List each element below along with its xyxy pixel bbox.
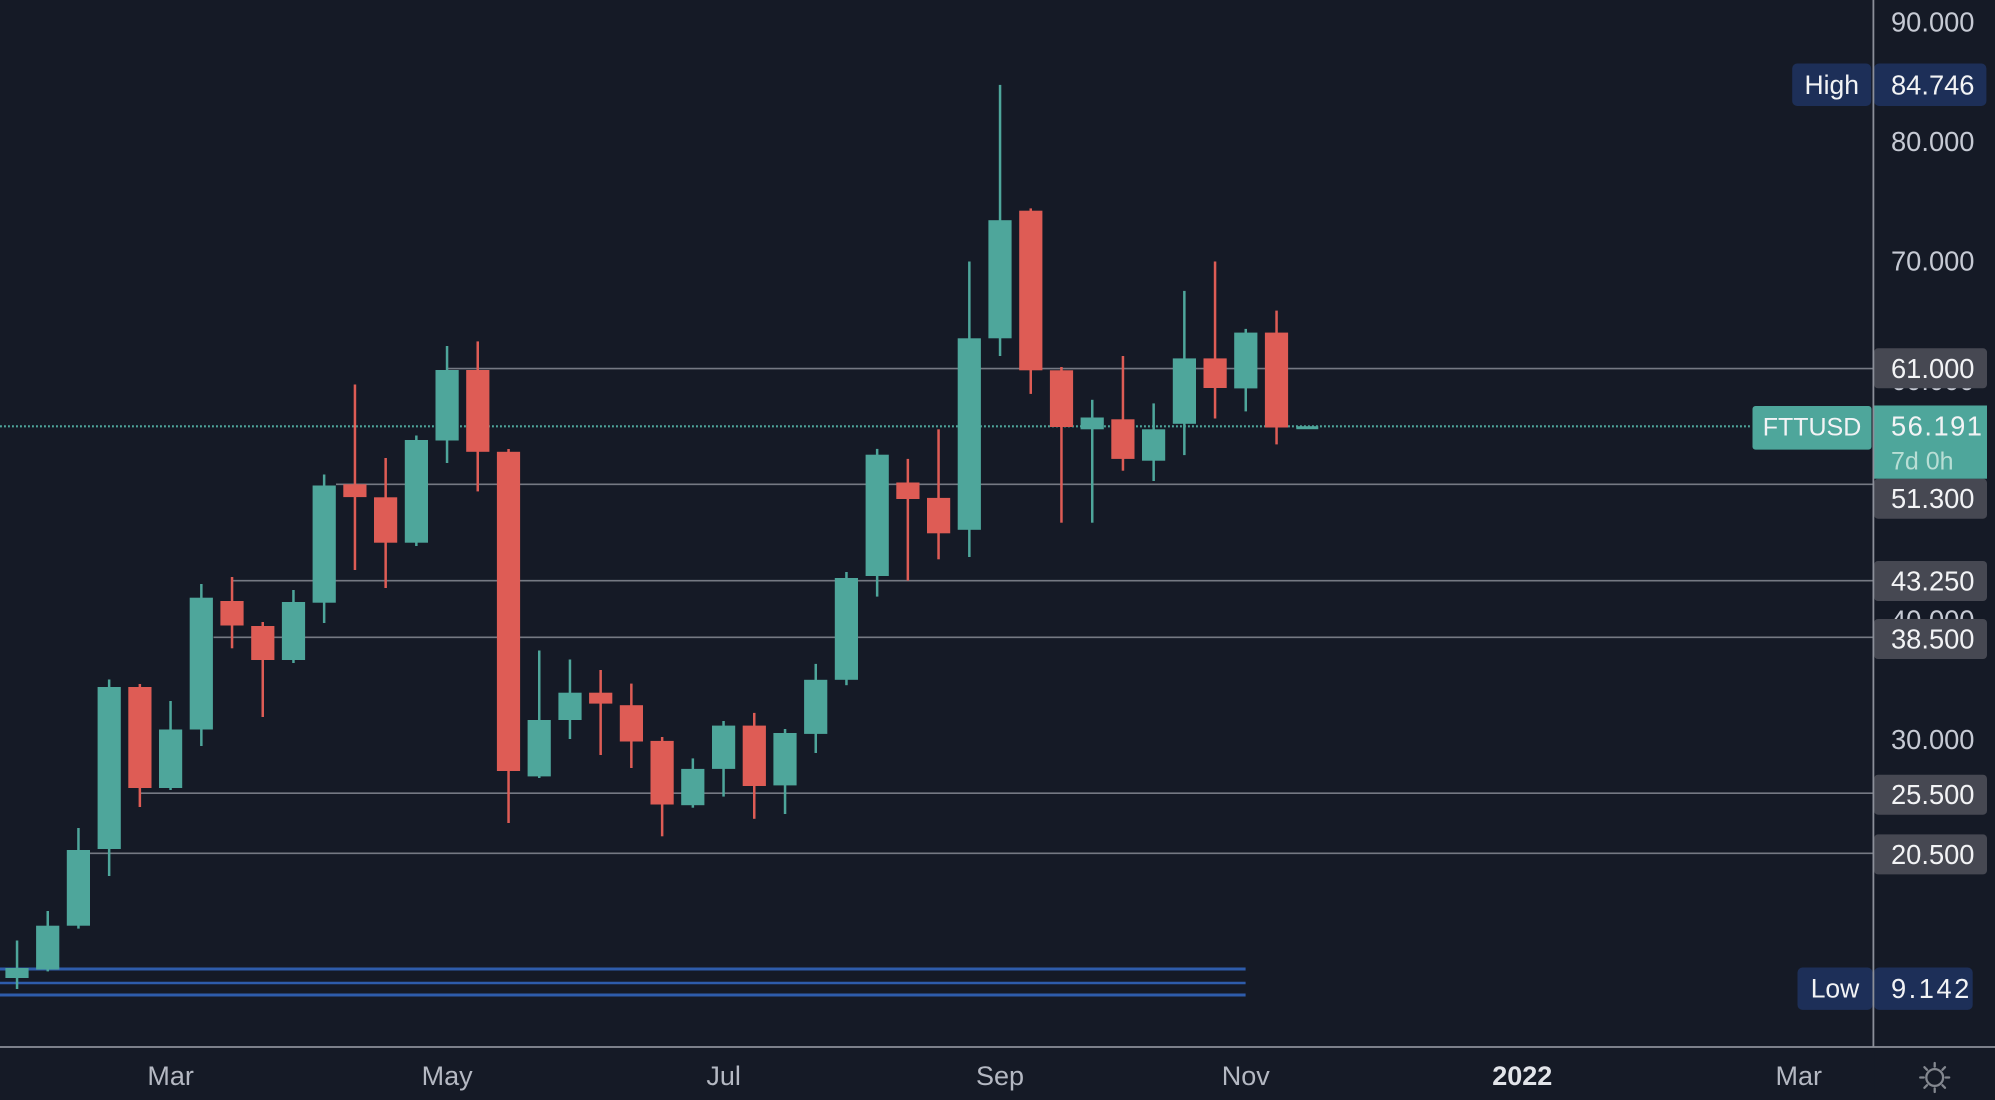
- svg-text:30.000: 30.000: [1891, 724, 1975, 755]
- svg-text:Nov: Nov: [1222, 1061, 1271, 1091]
- svg-text:Mar: Mar: [1776, 1061, 1823, 1091]
- svg-text:Mar: Mar: [147, 1061, 194, 1091]
- svg-text:High: High: [1804, 70, 1859, 100]
- svg-text:61.000: 61.000: [1891, 353, 1975, 384]
- svg-text:25.500: 25.500: [1891, 779, 1975, 810]
- svg-text:May: May: [422, 1061, 474, 1091]
- svg-text:38.500: 38.500: [1891, 624, 1975, 655]
- svg-text:20.500: 20.500: [1891, 839, 1975, 870]
- svg-text:9.142: 9.142: [1891, 973, 1972, 1004]
- svg-text:Sep: Sep: [976, 1061, 1024, 1091]
- svg-text:80.000: 80.000: [1891, 126, 1975, 157]
- svg-text:Low: Low: [1811, 974, 1860, 1004]
- svg-text:2022: 2022: [1492, 1061, 1552, 1091]
- svg-text:84.746: 84.746: [1891, 69, 1975, 100]
- svg-text:FTTUSD: FTTUSD: [1763, 414, 1862, 442]
- svg-text:7d 0h: 7d 0h: [1891, 448, 1954, 476]
- svg-text:43.250: 43.250: [1891, 566, 1975, 597]
- svg-text:56.191: 56.191: [1891, 411, 1984, 442]
- svg-text:51.300: 51.300: [1891, 483, 1975, 514]
- svg-text:90.000: 90.000: [1891, 6, 1975, 37]
- svg-text:70.000: 70.000: [1891, 246, 1975, 277]
- svg-text:Jul: Jul: [706, 1061, 741, 1091]
